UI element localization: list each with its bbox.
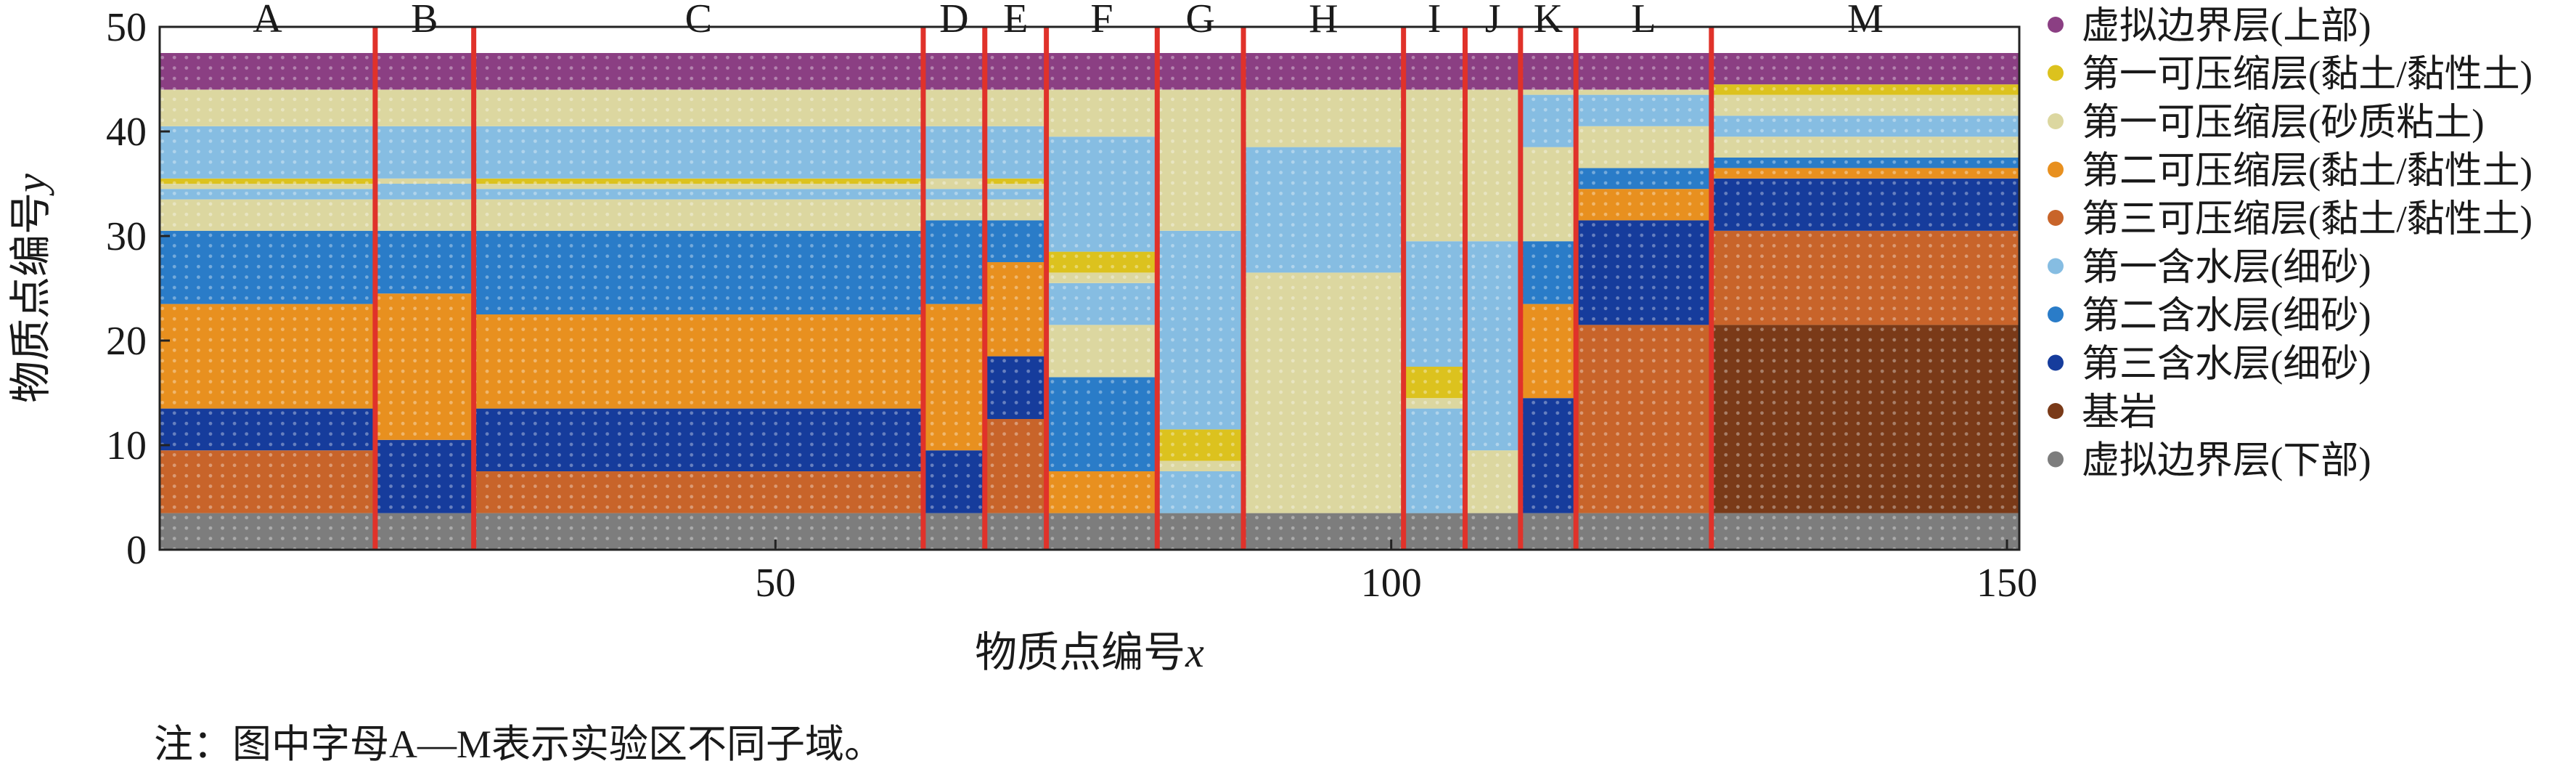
legend-item: 虚拟边界层(下部) (2048, 441, 2371, 482)
legend-marker (2048, 17, 2064, 33)
y-axis-label: 物质点编号y (7, 174, 54, 403)
zone-label-G: G (1185, 0, 1214, 41)
zone-boundaries (372, 27, 1714, 550)
legend-item: 第三含水层(细砂) (2048, 344, 2371, 386)
legend-label: 第三含水层(细砂) (2082, 344, 2371, 386)
figure-note: 注：图中字母A—M表示实验区不同子域。 (154, 723, 884, 766)
legend-marker (2048, 161, 2064, 178)
legend-label: 虚拟边界层(上部) (2082, 6, 2371, 47)
zone-label-E: E (1003, 0, 1028, 41)
legend-item: 第二含水层(细砂) (2048, 296, 2371, 337)
zone-label-A: A (253, 0, 282, 41)
legend-marker (2048, 65, 2064, 81)
legend-marker (2048, 258, 2064, 274)
legend-marker (2048, 210, 2064, 226)
zone-label-L: L (1631, 0, 1656, 41)
zone-label-F: F (1090, 0, 1113, 41)
particle-dot-overlay (160, 53, 2019, 550)
zone-label-H: H (1309, 0, 1338, 41)
legend: 虚拟边界层(上部) 第一可压缩层(黏土/黏性土) 第一可压缩层(砂质粘土) 第二可压缩… (2048, 6, 2532, 482)
legend-label: 第一可压缩层(砂质粘土) (2082, 102, 2485, 144)
zone-label-D: D (939, 0, 968, 41)
zone-label-J: J (1485, 0, 1501, 41)
legend-marker (2048, 354, 2064, 371)
particle-dots (160, 53, 2019, 550)
legend-marker (2048, 403, 2064, 419)
legend-item: 第一可压缩层(黏土/黏性土) (2048, 54, 2532, 96)
legend-label: 虚拟边界层(下部) (2082, 441, 2371, 482)
x-axis-label: 物质点编号x (975, 629, 1204, 676)
legend-label: 第二含水层(细砂) (2082, 296, 2371, 337)
legend-item: 基岩 (2048, 392, 2157, 434)
x-tick-label: 150 (1976, 561, 2037, 606)
legend-item: 第二可压缩层(黏土/黏性土) (2048, 151, 2532, 192)
y-tick-label: 50 (106, 5, 147, 50)
y-tick-label: 40 (106, 110, 147, 155)
legend-item: 第一含水层(细砂) (2048, 248, 2371, 289)
legend-item: 虚拟边界层(上部) (2048, 6, 2371, 47)
legend-item: 第一可压缩层(砂质粘土) (2048, 102, 2485, 144)
x-tick-label: 50 (755, 561, 796, 606)
legend-item: 第三可压缩层(黏土/黏性土) (2048, 199, 2532, 240)
x-tick-label: 100 (1361, 561, 1422, 606)
axes: 0 10 20 30 40 50 50 100 150 物质点编号x 物质点编号y (7, 5, 2037, 676)
legend-label: 基岩 (2082, 392, 2157, 434)
zone-label-I: I (1428, 0, 1442, 41)
legend-marker (2048, 451, 2064, 468)
y-tick-label: 0 (126, 528, 147, 573)
y-tick-label: 30 (106, 214, 147, 259)
legend-label: 第一可压缩层(黏土/黏性土) (2082, 54, 2532, 96)
legend-marker (2048, 113, 2064, 129)
zone-label-C: C (685, 0, 712, 41)
legend-label: 第三可压缩层(黏土/黏性土) (2082, 199, 2532, 240)
zone-label-M: M (1847, 0, 1884, 41)
zone-label-B: B (411, 0, 438, 41)
legend-marker (2048, 306, 2064, 322)
legend-label: 第一含水层(细砂) (2082, 248, 2371, 289)
y-tick-label: 10 (106, 423, 147, 468)
plot-frame (158, 25, 2021, 551)
legend-label: 第二可压缩层(黏土/黏性土) (2082, 151, 2532, 192)
zone-label-K: K (1534, 0, 1563, 41)
y-tick-label: 20 (106, 319, 147, 364)
